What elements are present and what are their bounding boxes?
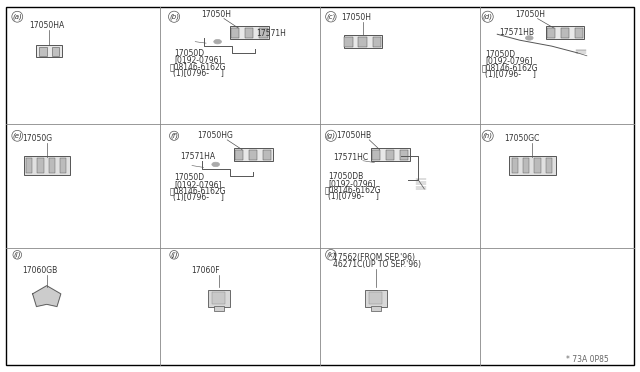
Text: 17060GB: 17060GB — [22, 266, 58, 275]
Bar — [575, 28, 583, 38]
Bar — [249, 150, 257, 160]
Text: (1)[0796-     ]: (1)[0796- ] — [485, 70, 536, 78]
Text: (k): (k) — [326, 251, 335, 258]
Bar — [358, 37, 367, 46]
Text: Ⓑ08146-6162G: Ⓑ08146-6162G — [482, 63, 538, 72]
FancyBboxPatch shape — [509, 156, 556, 175]
Text: 17050D: 17050D — [485, 49, 515, 58]
Bar — [546, 158, 552, 173]
Text: (i): (i) — [13, 251, 21, 258]
Text: 17050HB: 17050HB — [336, 131, 371, 140]
Bar — [212, 292, 225, 304]
Bar — [344, 37, 353, 46]
Text: (g): (g) — [326, 132, 336, 139]
Text: [0192-0796]: [0192-0796] — [174, 55, 221, 64]
FancyBboxPatch shape — [234, 148, 273, 161]
Bar — [372, 37, 381, 46]
Text: 17050H: 17050H — [341, 13, 371, 22]
Bar — [372, 150, 380, 160]
Text: 17050D: 17050D — [174, 173, 204, 182]
Text: [0192-0796]: [0192-0796] — [174, 180, 221, 189]
Circle shape — [214, 39, 221, 44]
Bar — [400, 150, 408, 160]
Text: 17050HG: 17050HG — [197, 131, 233, 140]
FancyBboxPatch shape — [365, 290, 387, 307]
Polygon shape — [33, 286, 61, 307]
Text: (d): (d) — [483, 13, 493, 20]
Bar — [523, 158, 529, 173]
Text: (1)[0796-     ]: (1)[0796- ] — [173, 69, 223, 78]
Text: 46271C(UP TO SEP.'96): 46271C(UP TO SEP.'96) — [333, 260, 421, 269]
Bar — [52, 47, 60, 56]
Text: (a): (a) — [12, 13, 22, 20]
FancyBboxPatch shape — [546, 26, 584, 39]
Text: (h): (h) — [483, 132, 493, 139]
Text: [0192-0796]: [0192-0796] — [328, 179, 376, 188]
Text: 17562(FROM SEP.'96): 17562(FROM SEP.'96) — [333, 253, 415, 262]
FancyBboxPatch shape — [344, 35, 382, 48]
Bar — [547, 28, 555, 38]
Text: [0192-0796]: [0192-0796] — [485, 56, 532, 65]
Bar — [49, 158, 55, 173]
Bar — [369, 292, 382, 304]
Bar — [386, 150, 394, 160]
FancyBboxPatch shape — [230, 26, 269, 39]
Bar — [561, 28, 569, 38]
Bar — [259, 28, 268, 38]
Bar — [263, 150, 271, 160]
Text: Ⓑ08146-6162G: Ⓑ08146-6162G — [325, 186, 381, 195]
Bar — [534, 158, 541, 173]
Text: 17050G: 17050G — [22, 134, 52, 143]
Bar — [245, 28, 253, 38]
Text: (e): (e) — [12, 132, 22, 139]
Text: (c): (c) — [326, 13, 335, 20]
Text: 17571HB: 17571HB — [499, 28, 534, 37]
Text: 17060F: 17060F — [191, 266, 220, 275]
Text: (b): (b) — [169, 13, 179, 20]
Bar — [231, 28, 239, 38]
Text: 17050H: 17050H — [515, 10, 545, 19]
Bar — [40, 47, 47, 56]
FancyBboxPatch shape — [36, 45, 62, 57]
Text: 17571HC: 17571HC — [333, 153, 368, 162]
Text: (j): (j) — [170, 251, 178, 258]
Text: 17050D: 17050D — [174, 49, 204, 58]
Text: Ⓑ08146-6162G: Ⓑ08146-6162G — [170, 62, 226, 71]
Text: 17050GC: 17050GC — [504, 134, 540, 143]
Text: 17571H: 17571H — [256, 29, 286, 38]
Text: (f): (f) — [170, 132, 178, 139]
Bar — [235, 150, 243, 160]
Bar — [37, 158, 44, 173]
Bar — [26, 158, 32, 173]
Text: Ⓑ08146-6162G: Ⓑ08146-6162G — [170, 186, 226, 195]
Circle shape — [525, 36, 533, 40]
Circle shape — [212, 162, 220, 167]
FancyBboxPatch shape — [24, 156, 70, 175]
Text: (1)[0796-     ]: (1)[0796- ] — [173, 193, 223, 202]
Text: * 73A 0P85: * 73A 0P85 — [566, 355, 609, 364]
Bar — [371, 306, 381, 311]
Text: 17571HA: 17571HA — [180, 152, 216, 161]
Text: 17050HA: 17050HA — [29, 21, 64, 30]
Bar — [214, 306, 224, 311]
Text: (1)[0796-     ]: (1)[0796- ] — [328, 192, 379, 201]
FancyBboxPatch shape — [208, 290, 230, 307]
Text: 17050DB: 17050DB — [328, 172, 364, 181]
FancyBboxPatch shape — [371, 148, 410, 161]
Bar — [60, 158, 67, 173]
Text: 17050H: 17050H — [202, 10, 232, 19]
Bar — [511, 158, 518, 173]
